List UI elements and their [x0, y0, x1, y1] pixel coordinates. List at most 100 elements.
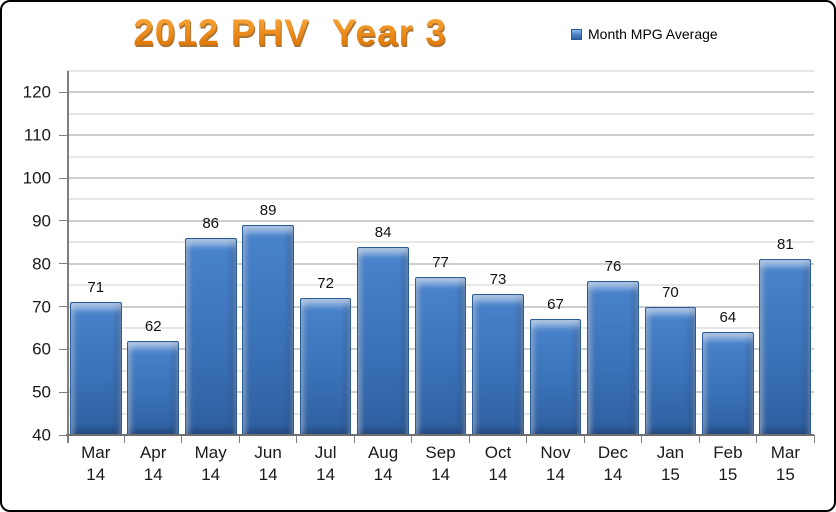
- bar: [587, 280, 639, 435]
- y-tick-mark: [59, 220, 67, 222]
- x-tick-label-line: Apr: [139, 443, 167, 462]
- x-tick-label: Apr 14: [124, 442, 181, 486]
- y-tick-mark: [59, 348, 67, 350]
- bar-category-cell: 81: [757, 71, 814, 435]
- y-tick-label: 50: [32, 382, 51, 402]
- bar: [242, 225, 295, 435]
- bar-category-cell: 67: [527, 71, 584, 435]
- y-tick-mark: [59, 91, 67, 93]
- bar: [529, 319, 582, 435]
- x-tick-mark: [583, 435, 585, 443]
- bar: [357, 246, 409, 435]
- y-axis-line: [67, 71, 69, 443]
- x-tick-label-line: 14: [431, 465, 450, 484]
- x-tick-label-line: Jul: [314, 443, 337, 462]
- bar-category-cell: 77: [412, 71, 469, 435]
- bar-value-label: 62: [144, 317, 162, 335]
- x-tick-label-line: 15: [718, 465, 738, 484]
- y-tick-mark: [59, 306, 67, 308]
- y-tick-label: 70: [32, 297, 51, 317]
- x-tick-label: Mar 14: [67, 442, 124, 486]
- x-tick-label: Aug 14: [354, 442, 411, 486]
- x-tick-mark: [641, 435, 643, 443]
- x-tick-label-line: Jan: [656, 443, 685, 462]
- legend-series-marker-icon: [571, 28, 582, 40]
- x-tick-label: Sep 14: [412, 442, 469, 486]
- bar-category-cell: 89: [239, 71, 296, 435]
- x-tick-label: Jun 14: [239, 442, 296, 486]
- bar-category-cell: 70: [642, 71, 699, 435]
- x-tick-mark: [123, 435, 125, 443]
- x-tick-label-line: May: [194, 443, 227, 462]
- x-axis-labels: Mar 14 Apr 14 May 14 Jun 14 Jul 14 Aug 14 Sep 14 Oct 14…: [67, 442, 814, 486]
- y-tick-mark: [59, 391, 67, 393]
- y-tick-mark: [59, 134, 67, 136]
- bar-value-label: 70: [662, 283, 679, 301]
- x-tick-label-line: 14: [143, 465, 163, 484]
- x-tick-label-line: Aug: [367, 443, 399, 462]
- bar-value-label: 81: [777, 236, 794, 254]
- bar: [702, 332, 754, 435]
- bar-value-label: 84: [374, 223, 392, 241]
- x-tick-label: Feb 15: [699, 442, 756, 486]
- x-tick-label-line: 14: [546, 465, 565, 484]
- x-tick-mark: [353, 435, 355, 443]
- y-tick-label: 110: [23, 125, 51, 145]
- x-tick-label: Nov 14: [527, 442, 584, 486]
- x-tick-label-line: Mar: [81, 443, 111, 462]
- x-tick-mark: [411, 435, 413, 443]
- x-tick-label-line: Feb: [713, 443, 743, 462]
- bar: [414, 276, 467, 435]
- x-tick-label-line: Dec: [597, 443, 629, 462]
- y-tick-mark: [59, 434, 67, 436]
- y-tick-label: 90: [32, 211, 51, 231]
- major-gridline: [67, 177, 814, 179]
- plot-area: 71 62 86 89 72 84 77 73 67 76 70 64 81: [67, 70, 814, 435]
- bar-value-label: 73: [489, 270, 507, 288]
- x-tick-label-line: Oct: [484, 443, 512, 462]
- x-tick-label-line: Sep: [425, 443, 456, 462]
- x-tick-label: Oct 14: [469, 442, 526, 486]
- x-tick-label: Mar 15: [757, 442, 814, 486]
- bar-value-label: 64: [719, 309, 737, 327]
- x-tick-mark: [66, 435, 68, 443]
- x-tick-mark: [756, 435, 758, 443]
- minor-gridline: [67, 70, 814, 72]
- y-axis-labels: 40 50 60 70 80 90 100 110 120: [2, 71, 51, 444]
- bar-category-cell: 72: [297, 71, 354, 435]
- minor-gridline: [67, 113, 814, 115]
- y-tick-label: 40: [32, 425, 51, 445]
- bar-value-label: 67: [547, 296, 564, 314]
- bar: [299, 297, 352, 435]
- x-tick-label-line: 14: [603, 465, 623, 484]
- y-axis-ticks: [59, 71, 67, 436]
- x-tick-label-line: 14: [373, 465, 393, 484]
- bar: [759, 259, 812, 435]
- x-axis-line: [66, 434, 814, 436]
- x-tick-label-line: Mar: [770, 443, 800, 462]
- x-tick-mark: [468, 435, 470, 443]
- x-tick-label-line: 14: [316, 465, 336, 484]
- x-tick-label: Jan 15: [642, 442, 699, 486]
- bar-value-label: 76: [604, 257, 622, 275]
- y-tick-label: 80: [32, 254, 51, 274]
- minor-gridline: [67, 198, 814, 200]
- y-tick-label: 120: [22, 82, 51, 102]
- major-gridline: [67, 220, 814, 222]
- major-gridline: [67, 263, 814, 265]
- bar-category-cell: 84: [354, 71, 411, 435]
- major-gridline: [67, 134, 814, 136]
- bar: [127, 340, 180, 435]
- minor-gridline: [67, 156, 814, 158]
- x-tick-label-line: 14: [258, 465, 278, 484]
- bar: [184, 238, 237, 435]
- bar-category-cell: 73: [469, 71, 526, 435]
- x-tick-mark: [698, 435, 700, 443]
- y-tick-label: 100: [22, 168, 51, 188]
- x-tick-mark: [813, 435, 815, 443]
- bar: [472, 293, 524, 435]
- bar-value-label: 77: [432, 253, 449, 271]
- x-tick-mark: [238, 435, 240, 443]
- bar-series: 71 62 86 89 72 84 77 73 67 76 70 64 81: [67, 71, 814, 435]
